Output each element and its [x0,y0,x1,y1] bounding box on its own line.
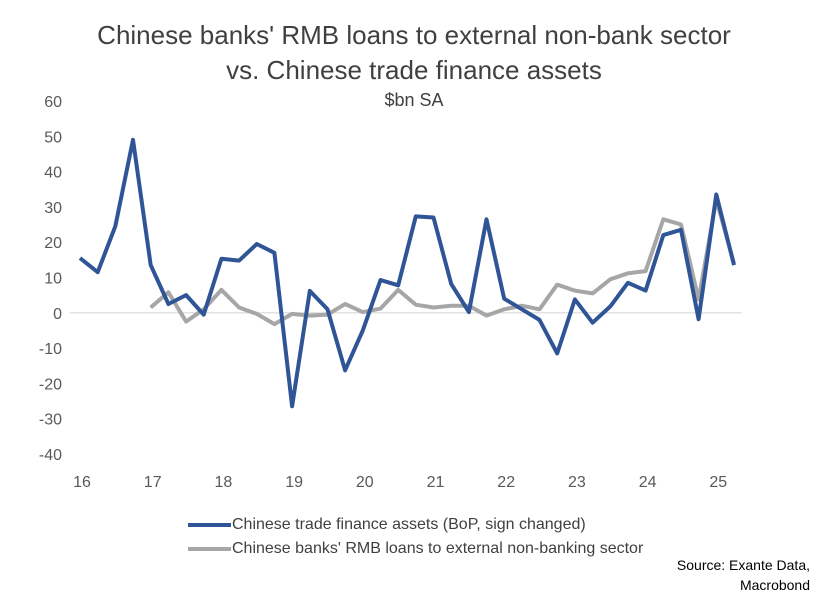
y-tick-label: -20 [39,376,62,393]
y-tick-label: 10 [44,271,62,288]
x-tick-label: 20 [356,474,374,491]
chart-subtitle: $bn SA [384,90,444,110]
y-tick-label: 50 [44,129,62,146]
legend-item-rmb-loans: Chinese banks' RMB loans to external non… [188,537,643,561]
y-tick-label: 30 [44,200,62,217]
y-tick-label: -30 [39,412,62,429]
y-axis-labels: 60 50 40 30 20 10 0 -10 -20 -30 -40 [39,94,62,464]
y-tick-label: 20 [44,235,62,252]
x-tick-label: 24 [639,474,657,491]
chart-title-line-2: vs. Chinese trade finance assets [226,55,602,85]
x-tick-label: 25 [709,474,727,491]
legend-swatch-trade-finance [188,523,231,527]
series-layer [78,137,736,409]
x-tick-label: 23 [568,474,586,491]
source-line-2: Macrobond [739,577,810,593]
y-tick-label: 40 [44,165,62,182]
legend: Chinese trade finance assets (BoP, sign … [188,513,643,561]
x-tick-label: 18 [215,474,233,491]
x-tick-label: 22 [497,474,515,491]
y-tick-label: 60 [44,94,62,111]
series-line-rmb-loans [149,197,736,327]
series-line-trade-finance [78,137,736,409]
legend-label-trade-finance: Chinese trade finance assets (BoP, sign … [232,516,586,533]
x-tick-label: 21 [427,474,445,491]
y-tick-label: -10 [39,341,62,358]
x-tick-label: 19 [285,474,303,491]
x-tick-label: 16 [73,474,91,491]
x-axis-labels: 16 17 18 19 20 21 22 23 24 25 [73,474,727,491]
legend-item-trade-finance: Chinese trade finance assets (BoP, sign … [188,513,643,537]
source-note: Source: Exante Data, Macrobond [677,555,810,595]
y-tick-label: -40 [39,447,62,464]
legend-swatch-rmb-loans [188,547,231,551]
legend-label-rmb-loans: Chinese banks' RMB loans to external non… [232,540,644,557]
y-tick-label: 0 [53,306,62,323]
source-line-1: Source: Exante Data, [676,557,810,573]
x-tick-label: 17 [144,474,162,491]
chart-title-line-1: Chinese banks' RMB loans to external non… [97,20,731,50]
